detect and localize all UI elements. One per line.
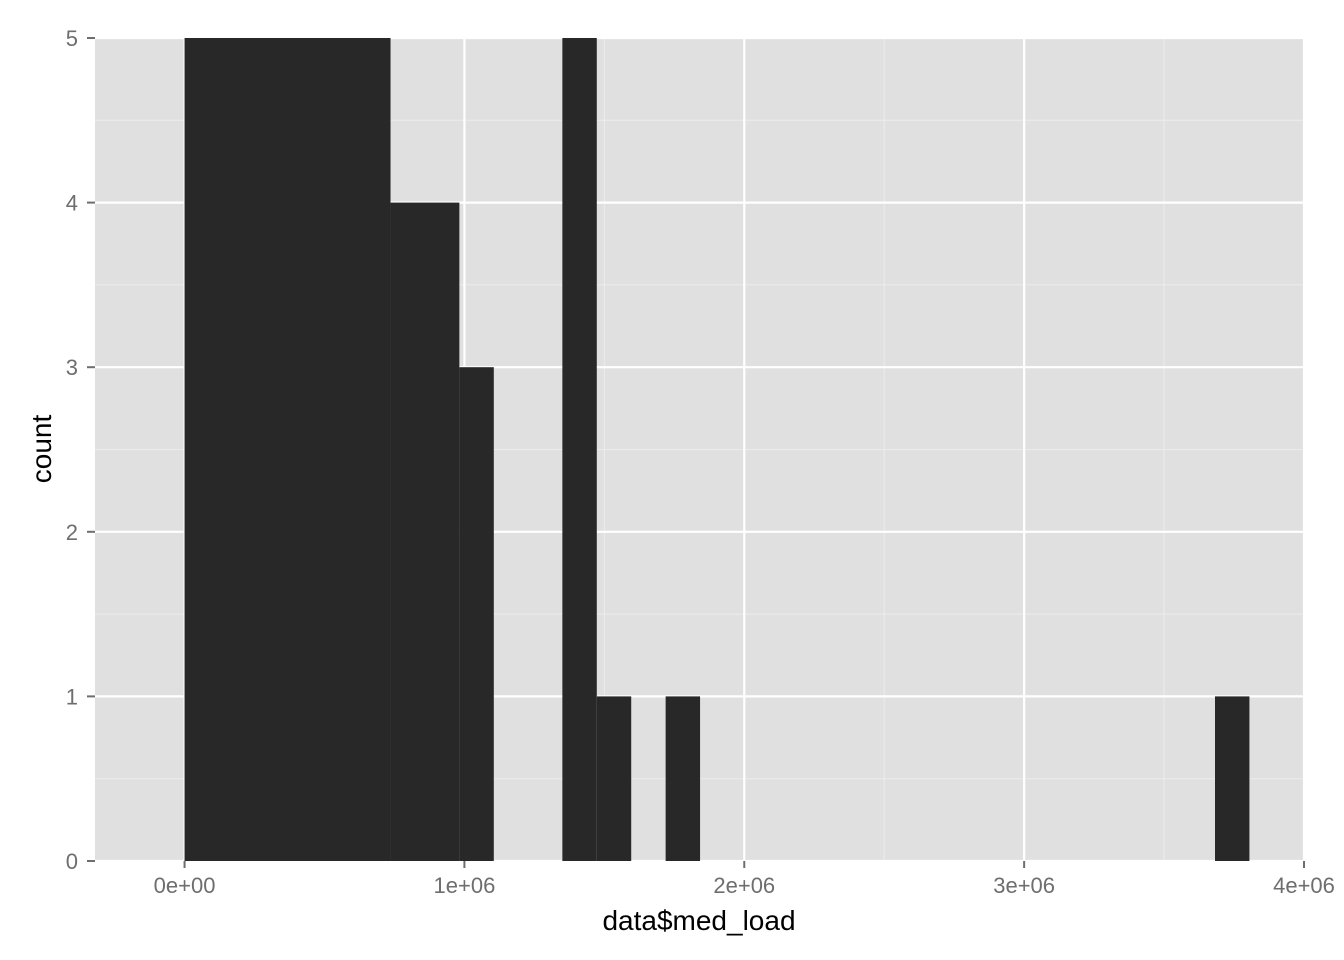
x-axis: 0e+00 1e+06 2e+06 3e+06 4e+06 (154, 861, 1335, 898)
histogram-bar (562, 38, 597, 861)
y-tick-label: 0 (66, 849, 78, 874)
y-tick-label: 2 (66, 520, 78, 545)
x-tick-label: 3e+06 (993, 873, 1055, 898)
y-tick-label: 1 (66, 684, 78, 709)
x-tick-label: 2e+06 (713, 873, 775, 898)
x-tick-label: 0e+00 (154, 873, 216, 898)
histogram-bar (1215, 696, 1250, 861)
histogram-bar (184, 38, 391, 861)
histogram-bar (665, 696, 701, 861)
y-tick-label: 4 (66, 191, 78, 216)
y-tick-label: 3 (66, 355, 78, 380)
x-tick-label: 4e+06 (1273, 873, 1335, 898)
y-axis: 0 1 2 3 4 5 (66, 26, 95, 874)
histogram-bar (390, 202, 460, 862)
histogram-bar (459, 367, 494, 861)
y-axis-title: count (26, 415, 57, 484)
x-tick-label: 1e+06 (434, 873, 496, 898)
histogram-bars (184, 38, 1250, 862)
histogram-bar (596, 696, 632, 861)
y-tick-label: 5 (66, 26, 78, 51)
x-axis-title: data$med_load (602, 905, 795, 936)
